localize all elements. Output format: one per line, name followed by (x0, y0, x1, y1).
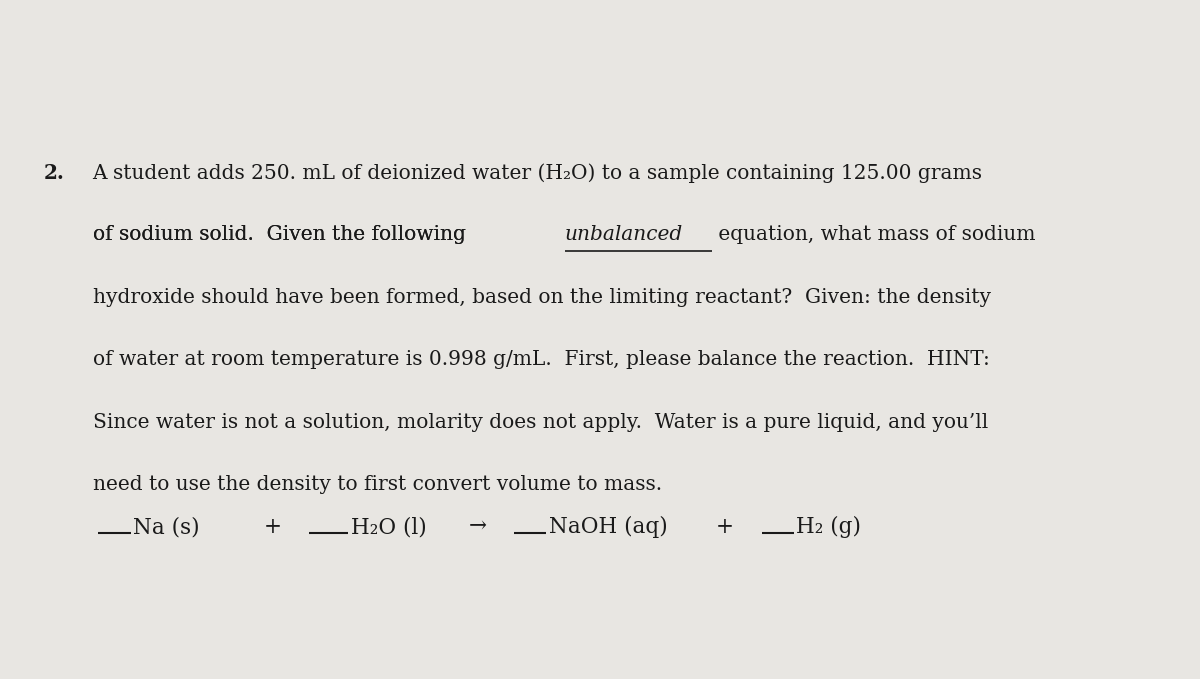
Text: unbalanced: unbalanced (565, 225, 683, 244)
Text: →: → (469, 516, 487, 538)
Text: of sodium solid.  Given the following: of sodium solid. Given the following (92, 225, 472, 244)
Text: Since water is not a solution, molarity does not apply.  Water is a pure liquid,: Since water is not a solution, molarity … (92, 413, 988, 432)
Text: +: + (715, 516, 733, 538)
Text: need to use the density to first convert volume to mass.: need to use the density to first convert… (92, 475, 661, 494)
Text: +: + (264, 516, 282, 538)
Text: NaOH (aq): NaOH (aq) (548, 516, 667, 538)
Text: A student adds 250. mL of deionized water (H₂O) to a sample containing 125.00 gr: A student adds 250. mL of deionized wate… (92, 163, 983, 183)
Text: hydroxide should have been formed, based on the limiting reactant?  Given: the d: hydroxide should have been formed, based… (92, 288, 991, 307)
Text: Na (s): Na (s) (133, 516, 199, 538)
Text: of sodium solid.  Given the following: of sodium solid. Given the following (92, 225, 472, 244)
Text: 2.: 2. (44, 163, 65, 183)
Text: of water at room temperature is 0.998 g/mL.  First, please balance the reaction.: of water at room temperature is 0.998 g/… (92, 350, 990, 369)
Text: equation, what mass of sodium: equation, what mass of sodium (712, 225, 1036, 244)
Text: H₂O (l): H₂O (l) (350, 516, 426, 538)
Text: H₂ (g): H₂ (g) (797, 516, 862, 538)
